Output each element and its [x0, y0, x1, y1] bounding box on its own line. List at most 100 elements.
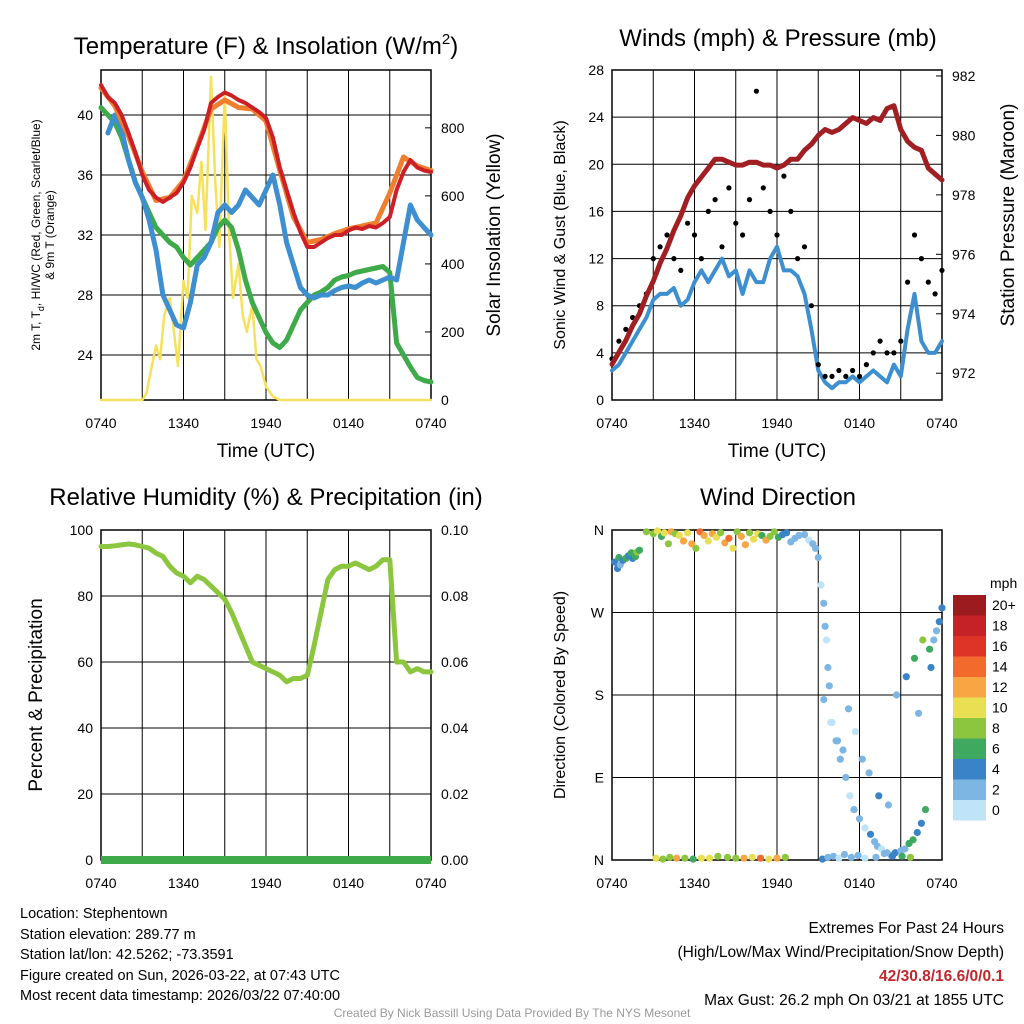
rh-x-tick-label: 0740 — [85, 875, 116, 891]
extremes-subtitle: (High/Low/Max Wind/Precipitation/Snow De… — [677, 944, 1005, 961]
temp-y2-tick-label: 800 — [441, 120, 465, 136]
rh-y-tick-label: 20 — [77, 786, 93, 802]
gust-point — [698, 256, 705, 262]
speed-legend-swatch — [953, 656, 986, 677]
dewpoint-line — [98, 105, 434, 385]
direction-point — [664, 540, 673, 548]
temp-x-tick-label: 0140 — [333, 415, 364, 431]
temp-y2-tick-label: 600 — [441, 188, 465, 204]
speed-legend-label: 6 — [992, 741, 1000, 757]
speed-legend-swatch — [953, 779, 986, 800]
rh-y2-tick-label: 0.06 — [441, 654, 468, 670]
temp-y2-axis-label: Solar Insolation (Yellow) — [484, 133, 505, 336]
station-location: Location: Stephentown — [20, 906, 168, 922]
gust-points — [609, 88, 945, 379]
figure-created: Figure created on Sun, 2026-03-22, at 07… — [20, 967, 340, 984]
direction-point — [824, 663, 832, 672]
direction-point — [926, 645, 934, 653]
gust-point — [678, 267, 684, 273]
temp-ylabel-line2: & 9m T (Orange) — [43, 190, 57, 280]
direction-point — [811, 544, 820, 552]
direction-point — [740, 854, 748, 862]
wind-y-tick-label: 8 — [596, 298, 604, 314]
direction-point — [872, 853, 880, 861]
direction-point — [901, 845, 909, 853]
speed-legend-label: 8 — [992, 720, 1000, 736]
dir-x-tick-label: 0740 — [926, 875, 957, 891]
rh-x-tick-label: 0740 — [415, 875, 446, 891]
gust-point — [691, 232, 698, 238]
speed-legend-label: 14 — [992, 659, 1008, 675]
station-info: Location: Stephentown Station elevation:… — [20, 904, 340, 1007]
wind-y-tick-label: 12 — [588, 251, 604, 267]
direction-point — [930, 636, 938, 644]
direction-point — [827, 718, 835, 727]
rh-y-tick-label: 0 — [85, 852, 93, 868]
direction-point — [884, 801, 893, 809]
dir-x-tick-label: 1340 — [679, 875, 710, 891]
temp-title-close: ) — [450, 33, 458, 60]
wind-y-tick-label: 16 — [588, 203, 604, 219]
dir-y-tick-label: E — [595, 770, 604, 786]
rh-y-axis-label: Percent & Precipitation — [26, 598, 47, 791]
direction-point — [866, 830, 875, 838]
temp-x-tick-label: 1340 — [168, 415, 199, 431]
wind-plot-border — [611, 69, 943, 401]
direction-point — [938, 604, 946, 612]
speed-legend-swatch — [953, 697, 986, 718]
speed-legend-swatch — [953, 615, 986, 636]
direction-point — [858, 755, 866, 763]
temp-x-tick-label: 0740 — [415, 415, 446, 431]
speed-legend-label: 4 — [992, 761, 1000, 777]
direction-point — [817, 581, 825, 589]
rh-x-tick-label: 0140 — [333, 875, 364, 891]
wind-frame: 0740 1340 1940 0140 0740 0 4 8 12 16 20 24 28 972 974 9… — [588, 62, 975, 431]
gust-point — [616, 338, 622, 344]
direction-point — [829, 852, 838, 860]
gust-point — [815, 362, 821, 368]
temp-y-tick-label: 28 — [77, 287, 93, 303]
direction-point — [704, 537, 712, 545]
rh-y-tick-label: 40 — [77, 720, 93, 736]
direction-point — [679, 537, 688, 545]
direction-point — [824, 853, 832, 861]
direction-point — [773, 854, 781, 862]
recent-timestamp: Most recent data timestamp: 2026/03/22 0… — [20, 988, 341, 1004]
direction-y-axis-label: Direction (Colored By Speed) — [552, 591, 569, 799]
temp-y-tick-label: 36 — [77, 167, 93, 183]
rh-y-tick-label: 100 — [70, 522, 94, 538]
wind-y2-tick-label: 974 — [952, 306, 976, 322]
direction-point — [913, 828, 921, 837]
direction-point — [820, 696, 828, 704]
gust-point — [850, 367, 856, 374]
direction-point — [818, 855, 827, 863]
temp-2m-line — [99, 83, 433, 249]
gust-point — [829, 373, 835, 379]
dir-x-tick-label: 0740 — [596, 875, 627, 891]
gust-point — [623, 326, 629, 332]
direction-point — [820, 599, 828, 607]
temp-y-axis-label: 2m T, Td, HI/WC (Red, Green, Scarlet/Blu… — [29, 119, 46, 350]
speed-legend-label: 10 — [992, 700, 1008, 716]
wind-x-tick-label: 0740 — [596, 415, 627, 431]
speed-legend-label: 16 — [992, 638, 1008, 654]
wind-y-tick-label: 28 — [588, 62, 604, 78]
gust-point — [856, 373, 863, 379]
direction-point — [653, 527, 662, 535]
direction-point — [684, 529, 692, 537]
direction-point — [854, 851, 862, 860]
direction-point — [729, 544, 737, 552]
gust-point — [774, 232, 780, 238]
direction-point — [865, 769, 873, 777]
direction-point — [893, 691, 901, 699]
rh-y2-tick-label: 0.02 — [441, 786, 468, 802]
station-latlon: Station lat/lon: 42.5262; -73.3591 — [20, 947, 234, 963]
direction-point — [840, 850, 849, 859]
direction-point — [652, 854, 660, 862]
temp-title-main: Temperature (F) & Insolation (W/m — [74, 33, 442, 60]
temp-x-tick-label: 0740 — [85, 415, 116, 431]
direction-point — [846, 792, 854, 800]
direction-point — [725, 534, 733, 542]
direction-point — [765, 855, 773, 863]
direction-point — [689, 855, 697, 863]
